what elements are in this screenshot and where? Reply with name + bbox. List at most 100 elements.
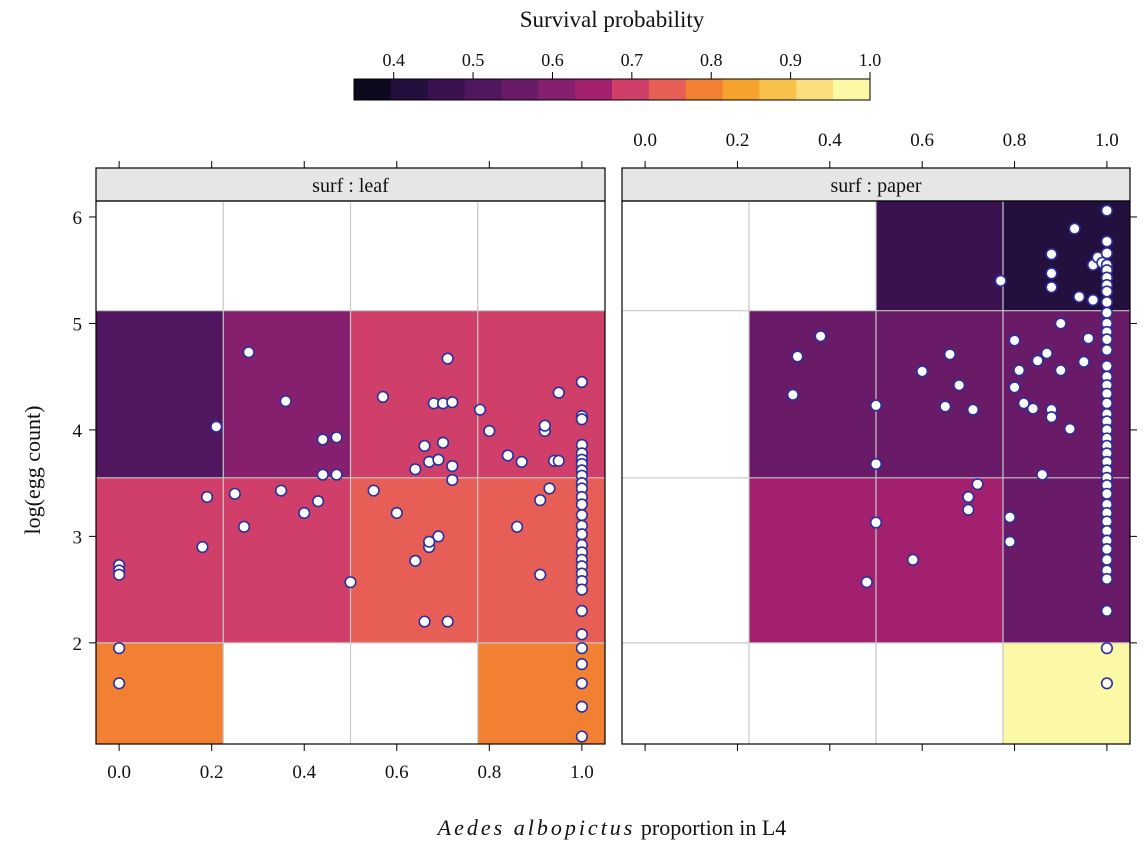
data-point bbox=[814, 330, 827, 343]
data-point bbox=[575, 498, 588, 511]
colorbar-tick-label: 0.7 bbox=[621, 50, 644, 70]
heatmap-cell bbox=[477, 642, 605, 744]
data-point bbox=[1100, 285, 1114, 298]
data-point bbox=[1008, 381, 1021, 394]
data-point bbox=[446, 396, 459, 409]
heatmap-cell bbox=[876, 201, 1003, 311]
colorbar-swatch bbox=[722, 79, 760, 100]
x-tick-label: 0.0 bbox=[107, 762, 131, 783]
panel-leaf: surf : leaf 0.0 0.2 0.4 0.6 0.8 1.0 2 3 4 5 6 bbox=[73, 161, 606, 783]
data-point bbox=[1100, 343, 1114, 357]
data-point bbox=[994, 274, 1007, 287]
colorbar-tick-label: 0.5 bbox=[462, 50, 485, 70]
x-tick-label: 0.4 bbox=[818, 130, 842, 151]
data-point bbox=[367, 484, 380, 497]
data-point bbox=[441, 352, 454, 365]
colorbar-frame bbox=[353, 78, 871, 101]
colorbar-swatch bbox=[612, 79, 650, 100]
y-axis-label: log(egg count) bbox=[20, 406, 45, 535]
data-point bbox=[1063, 422, 1077, 435]
colorbar: Survival probability 0.4 0.5 0.6 0.7 0.8 0.9 1… bbox=[353, 7, 881, 101]
x-tick-label: 0.8 bbox=[1003, 130, 1027, 151]
heatmap-cell bbox=[96, 310, 224, 478]
data-point bbox=[791, 350, 804, 363]
data-point bbox=[962, 503, 975, 516]
colorbar-swatch bbox=[354, 79, 392, 100]
data-point bbox=[1045, 267, 1058, 280]
data-point bbox=[1045, 281, 1058, 294]
data-point bbox=[423, 535, 436, 548]
colorbar-swatches bbox=[353, 78, 871, 101]
data-point bbox=[441, 615, 454, 628]
colorbar-tick-label: 0.6 bbox=[541, 50, 564, 70]
colorbar-tick-label: 1.0 bbox=[859, 50, 882, 70]
data-point bbox=[113, 677, 126, 690]
points-group bbox=[786, 204, 1114, 690]
data-point bbox=[237, 520, 251, 533]
data-point bbox=[298, 506, 311, 520]
colorbar-tick-label: 0.9 bbox=[779, 50, 802, 70]
panel-strip-label: surf : paper bbox=[830, 175, 921, 197]
colorbar-tick-label: 0.4 bbox=[382, 50, 405, 70]
data-point bbox=[483, 424, 496, 438]
data-point bbox=[1040, 347, 1053, 360]
x-tick-label: 0.6 bbox=[385, 762, 409, 783]
data-point bbox=[1077, 355, 1090, 368]
data-point bbox=[869, 457, 883, 471]
data-point bbox=[575, 628, 588, 641]
data-point bbox=[1086, 293, 1100, 307]
data-point bbox=[274, 484, 288, 497]
data-point bbox=[1100, 333, 1114, 346]
data-point bbox=[906, 553, 920, 566]
data-point bbox=[1054, 317, 1067, 330]
data-point bbox=[1031, 354, 1044, 367]
data-point bbox=[971, 478, 984, 491]
heatmap-cell bbox=[749, 477, 876, 643]
points-group bbox=[113, 346, 588, 743]
heatmap-cell bbox=[223, 310, 351, 478]
data-point bbox=[473, 403, 487, 416]
data-point bbox=[196, 540, 209, 554]
data-point bbox=[916, 365, 929, 378]
data-point bbox=[543, 482, 556, 495]
data-point bbox=[316, 468, 329, 481]
colorbar-swatch bbox=[538, 79, 576, 100]
heatmap-cell bbox=[749, 310, 876, 478]
colorbar-swatch bbox=[833, 79, 871, 100]
data-point bbox=[446, 460, 459, 473]
y-tick-label: 4 bbox=[73, 421, 83, 442]
colorbar-tick-labels: 0.4 0.5 0.6 0.7 0.8 0.9 1.0 bbox=[382, 50, 881, 79]
heatmap-cell bbox=[96, 642, 224, 744]
data-point bbox=[575, 508, 588, 522]
data-point bbox=[279, 395, 292, 408]
data-point bbox=[242, 346, 255, 359]
heatmap-cell bbox=[96, 477, 224, 643]
data-point bbox=[1082, 332, 1095, 345]
x-tick-label: 0.8 bbox=[477, 762, 501, 783]
data-point bbox=[575, 413, 588, 426]
data-point bbox=[418, 615, 431, 628]
data-point bbox=[1003, 535, 1017, 548]
x-tick-label: 1.0 bbox=[570, 762, 594, 783]
data-point bbox=[575, 642, 588, 655]
heatmap-cell bbox=[1003, 642, 1130, 744]
data-point bbox=[409, 554, 422, 567]
colorbar-swatch bbox=[685, 79, 724, 100]
x-axis-label: Aedes albopictus proportion in L4 bbox=[436, 815, 787, 840]
data-point bbox=[418, 439, 431, 452]
data-point bbox=[575, 604, 588, 618]
data-point bbox=[1100, 543, 1114, 556]
data-point bbox=[1100, 553, 1114, 566]
heatmap-cell bbox=[876, 310, 1003, 478]
data-point bbox=[228, 487, 241, 500]
data-point bbox=[1100, 306, 1114, 319]
x-axis-label-rest: proportion in L4 bbox=[635, 815, 786, 840]
data-point bbox=[1100, 642, 1114, 655]
data-point bbox=[446, 473, 459, 487]
data-point bbox=[1054, 364, 1067, 377]
data-point bbox=[200, 490, 214, 504]
data-point bbox=[1003, 511, 1017, 524]
x-tick-label: 0.0 bbox=[633, 130, 657, 151]
colorbar-swatch bbox=[796, 79, 834, 100]
